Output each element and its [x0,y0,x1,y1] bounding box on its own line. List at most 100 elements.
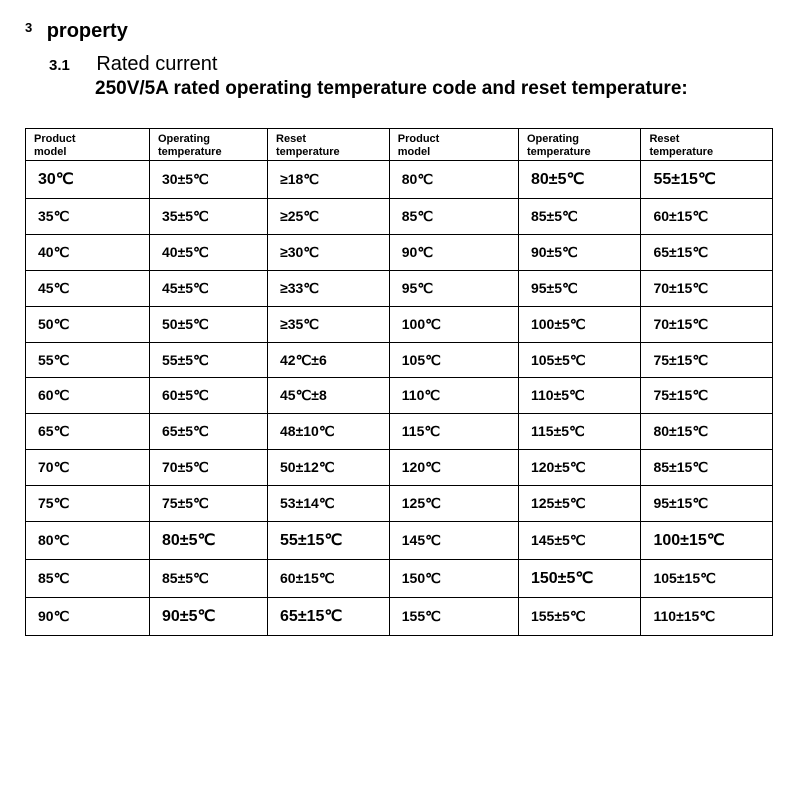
table-cell: ≥18℃ [268,161,390,199]
table-cell: 50±5℃ [150,306,268,342]
table-cell: 45±5℃ [150,271,268,307]
table-header-cell: Operatingtemperature [150,129,268,161]
table-cell: 75±5℃ [150,485,268,521]
table-cell: 65±5℃ [150,414,268,450]
table-cell: 105℃ [389,342,518,378]
table-cell: 90℃ [389,235,518,271]
table-cell: 80±5℃ [150,521,268,559]
table-row: 60℃60±5℃45℃±8110℃110±5℃75±15℃ [26,378,773,414]
table-cell: 30℃ [26,161,150,199]
table-cell: 155℃ [389,598,518,636]
table-header-cell: Productmodel [26,129,150,161]
table-cell: 90℃ [26,598,150,636]
table-row: 85℃85±5℃60±15℃150℃150±5℃105±15℃ [26,559,773,597]
table-cell: 55±15℃ [641,161,773,199]
table-cell: 55℃ [26,342,150,378]
table-cell: 155±5℃ [518,598,641,636]
table-cell: 150℃ [389,559,518,597]
table-cell: 70±5℃ [150,450,268,486]
table-cell: ≥35℃ [268,306,390,342]
table-row: 70℃70±5℃50±12℃120℃120±5℃85±15℃ [26,450,773,486]
table-cell: 115℃ [389,414,518,450]
subsection-title: Rated current [96,53,217,76]
temperature-table: ProductmodelOperatingtemperatureResettem… [25,128,773,636]
table-cell: 75℃ [26,485,150,521]
table-header-cell: Resettemperature [641,129,773,161]
table-cell: 120±5℃ [518,450,641,486]
table-cell: 145℃ [389,521,518,559]
table-cell: 55±5℃ [150,342,268,378]
table-cell: 48±10℃ [268,414,390,450]
table-header-row: ProductmodelOperatingtemperatureResettem… [26,129,773,161]
table-cell: ≥25℃ [268,199,390,235]
table-cell: 75±15℃ [641,342,773,378]
table-body: 30℃30±5℃≥18℃80℃80±5℃55±15℃35℃35±5℃≥25℃85… [26,161,773,636]
table-cell: 70±15℃ [641,271,773,307]
table-cell: 150±5℃ [518,559,641,597]
table-cell: 80℃ [389,161,518,199]
table-cell: 50±12℃ [268,450,390,486]
table-cell: 120℃ [389,450,518,486]
table-cell: 70℃ [26,450,150,486]
table-row: 75℃75±5℃53±14℃125℃125±5℃95±15℃ [26,485,773,521]
table-cell: 60±15℃ [641,199,773,235]
table-cell: 70±15℃ [641,306,773,342]
table-cell: 40±5℃ [150,235,268,271]
table-cell: ≥30℃ [268,235,390,271]
subsection-heading: 3.1 Rated current [49,53,775,76]
table-header-cell: Productmodel [389,129,518,161]
table-cell: 53±14℃ [268,485,390,521]
table-cell: 80±15℃ [641,414,773,450]
table-cell: 42℃±6 [268,342,390,378]
table-cell: 85℃ [389,199,518,235]
table-cell: 65±15℃ [268,598,390,636]
table-row: 80℃80±5℃55±15℃145℃145±5℃100±15℃ [26,521,773,559]
table-cell: 35±5℃ [150,199,268,235]
table-cell: 55±15℃ [268,521,390,559]
table-cell: 105±15℃ [641,559,773,597]
table-row: 40℃40±5℃≥30℃90℃90±5℃65±15℃ [26,235,773,271]
table-cell: 95℃ [389,271,518,307]
table-cell: 85℃ [26,559,150,597]
table-cell: 50℃ [26,306,150,342]
table-row: 90℃90±5℃65±15℃155℃155±5℃110±15℃ [26,598,773,636]
table-cell: 85±5℃ [150,559,268,597]
table-cell: 30±5℃ [150,161,268,199]
table-cell: 105±5℃ [518,342,641,378]
table-cell: 65±15℃ [641,235,773,271]
section-heading: 3 property [25,20,775,43]
table-cell: 110±15℃ [641,598,773,636]
table-cell: 85±15℃ [641,450,773,486]
table-cell: 110±5℃ [518,378,641,414]
table-cell: 80℃ [26,521,150,559]
table-cell: 80±5℃ [518,161,641,199]
section-number: 3 [25,20,32,35]
table-cell: 75±15℃ [641,378,773,414]
table-row: 50℃50±5℃≥35℃100℃100±5℃70±15℃ [26,306,773,342]
table-cell: 45℃±8 [268,378,390,414]
table-cell: 95±15℃ [641,485,773,521]
table-row: 30℃30±5℃≥18℃80℃80±5℃55±15℃ [26,161,773,199]
table-row: 35℃35±5℃≥25℃85℃85±5℃60±15℃ [26,199,773,235]
table-cell: 115±5℃ [518,414,641,450]
table-cell: 60℃ [26,378,150,414]
table-cell: 125±5℃ [518,485,641,521]
table-cell: 100±5℃ [518,306,641,342]
table-cell: 100℃ [389,306,518,342]
table-cell: 100±15℃ [641,521,773,559]
table-cell: 40℃ [26,235,150,271]
table-cell: 60±15℃ [268,559,390,597]
table-cell: 90±5℃ [518,235,641,271]
table-cell: 95±5℃ [518,271,641,307]
table-cell: 85±5℃ [518,199,641,235]
table-header-cell: Resettemperature [268,129,390,161]
subsection-number: 3.1 [49,57,70,74]
table-row: 45℃45±5℃≥33℃95℃95±5℃70±15℃ [26,271,773,307]
subsection-description: 250V/5A rated operating temperature code… [95,78,775,100]
table-cell: 125℃ [389,485,518,521]
table-cell: 90±5℃ [150,598,268,636]
table-cell: 65℃ [26,414,150,450]
table-cell: 45℃ [26,271,150,307]
table-row: 55℃55±5℃42℃±6105℃105±5℃75±15℃ [26,342,773,378]
table-header-cell: Operatingtemperature [518,129,641,161]
